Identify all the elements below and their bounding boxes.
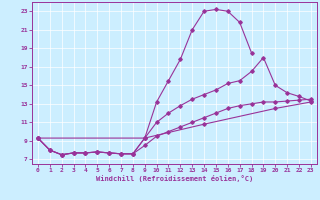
X-axis label: Windchill (Refroidissement éolien,°C): Windchill (Refroidissement éolien,°C) (96, 175, 253, 182)
